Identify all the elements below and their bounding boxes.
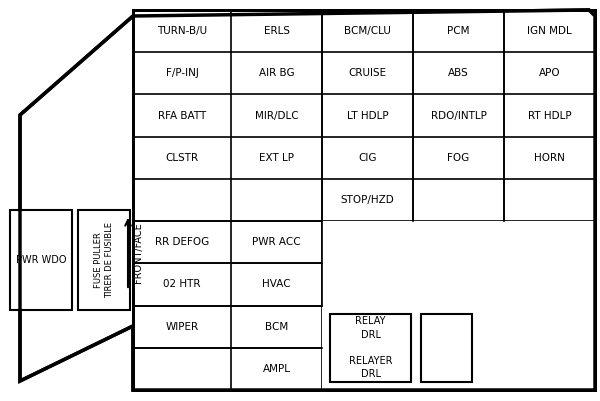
Text: PWR WDO: PWR WDO bbox=[16, 255, 66, 265]
Text: AMPL: AMPL bbox=[263, 364, 290, 374]
Text: FUSE PULLER
TIRER DE FUSIBLE: FUSE PULLER TIRER DE FUSIBLE bbox=[94, 222, 114, 298]
Text: IGN MDL: IGN MDL bbox=[527, 26, 572, 36]
Bar bbox=[133, 10, 595, 390]
Text: CRUISE: CRUISE bbox=[349, 68, 386, 78]
Text: 02 HTR: 02 HTR bbox=[163, 279, 201, 290]
Text: CLSTR: CLSTR bbox=[166, 153, 199, 163]
Text: RR DEFOG: RR DEFOG bbox=[155, 237, 209, 247]
Text: PCM: PCM bbox=[448, 26, 470, 36]
Bar bbox=[78, 210, 130, 310]
Text: AIR BG: AIR BG bbox=[259, 68, 295, 78]
Text: FRONT/FACE: FRONT/FACE bbox=[133, 222, 143, 283]
Text: RDO/INTLP: RDO/INTLP bbox=[431, 111, 487, 121]
Bar bbox=[133, 10, 595, 390]
Bar bbox=[10, 210, 72, 310]
Text: BCM: BCM bbox=[265, 322, 288, 332]
Text: TURN-B/U: TURN-B/U bbox=[157, 26, 207, 36]
Text: PWR ACC: PWR ACC bbox=[253, 237, 301, 247]
Text: BCM/CLU: BCM/CLU bbox=[344, 26, 391, 36]
Bar bbox=[421, 314, 472, 382]
Text: EXT LP: EXT LP bbox=[259, 153, 294, 163]
Text: WIPER: WIPER bbox=[166, 322, 199, 332]
Text: ERLS: ERLS bbox=[263, 26, 290, 36]
Text: STOP/HZD: STOP/HZD bbox=[341, 195, 394, 205]
Bar bbox=[322, 221, 595, 390]
Text: HORN: HORN bbox=[534, 153, 565, 163]
Text: FOG: FOG bbox=[448, 153, 470, 163]
Text: MIR/DLC: MIR/DLC bbox=[255, 111, 298, 121]
Text: RELAY
DRL

RELAYER
DRL: RELAY DRL RELAYER DRL bbox=[349, 316, 392, 379]
Text: APO: APO bbox=[539, 68, 560, 78]
Text: LT HDLP: LT HDLP bbox=[347, 111, 388, 121]
Bar bbox=[330, 314, 411, 382]
Text: F/P-INJ: F/P-INJ bbox=[166, 68, 199, 78]
Text: RFA BATT: RFA BATT bbox=[158, 111, 206, 121]
Text: HVAC: HVAC bbox=[262, 279, 291, 290]
Text: ABS: ABS bbox=[448, 68, 469, 78]
Polygon shape bbox=[20, 10, 595, 390]
Bar bbox=[133, 10, 595, 390]
Text: CIG: CIG bbox=[358, 153, 377, 163]
Text: RT HDLP: RT HDLP bbox=[528, 111, 571, 121]
